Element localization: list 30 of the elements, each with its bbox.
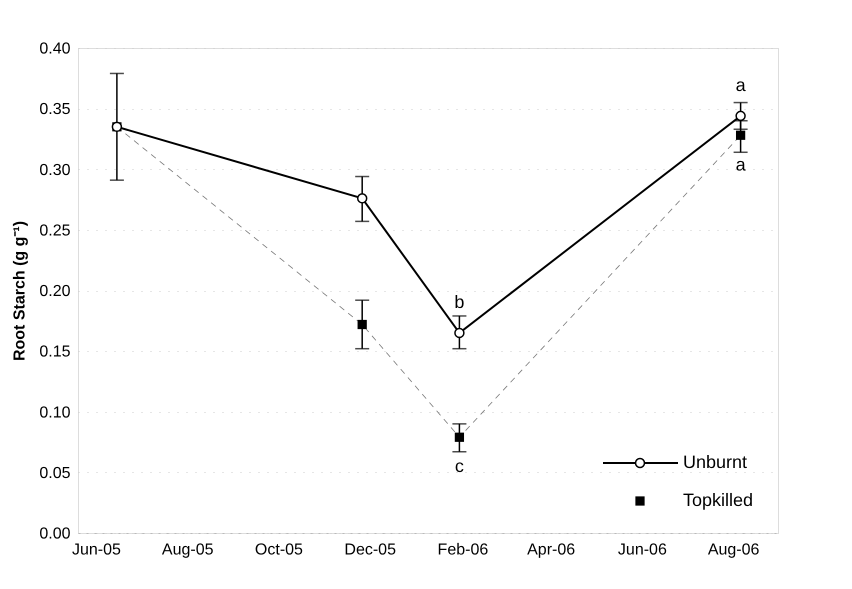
point	[454, 328, 465, 338]
x-tick-label: Oct-05	[254, 542, 304, 558]
legend-label: Topkilled	[683, 490, 754, 510]
y-tick-label: 0.05	[39, 464, 71, 482]
x-tick-label: Aug-05	[162, 542, 214, 558]
y-tick-label: 0.35	[39, 101, 71, 118]
x-tick-label: Dec-05	[344, 542, 396, 558]
y-tick-label: 0.20	[39, 283, 71, 300]
y-tick-label: 0.25	[39, 222, 71, 240]
annotation: a	[736, 154, 747, 174]
y-tick-label: 0.00	[39, 526, 71, 542]
x-tick-label: Feb-06	[438, 542, 488, 558]
point	[358, 320, 367, 330]
y-axis-title: Root Starch (g g⁻¹)	[11, 220, 28, 362]
y-tick-label: 0.40	[39, 40, 71, 58]
x-tick-label: Aug-06	[708, 542, 760, 558]
legend-label: Unburnt	[683, 452, 748, 472]
point	[735, 110, 746, 122]
annotation: b	[454, 292, 464, 312]
annotation: a	[736, 74, 747, 95]
x-tick-label: Jun-05	[72, 542, 122, 558]
point	[736, 130, 746, 140]
y-tick-label: 0.30	[39, 162, 71, 179]
y-tick-label: 0.10	[39, 404, 71, 422]
point	[454, 432, 464, 442]
annotation: c	[454, 456, 464, 476]
x-tick-label: Apr-06	[527, 542, 576, 558]
point	[356, 193, 368, 204]
x-tick-label: Jun-06	[618, 542, 667, 558]
y-tick-label: 0.15	[39, 344, 71, 361]
